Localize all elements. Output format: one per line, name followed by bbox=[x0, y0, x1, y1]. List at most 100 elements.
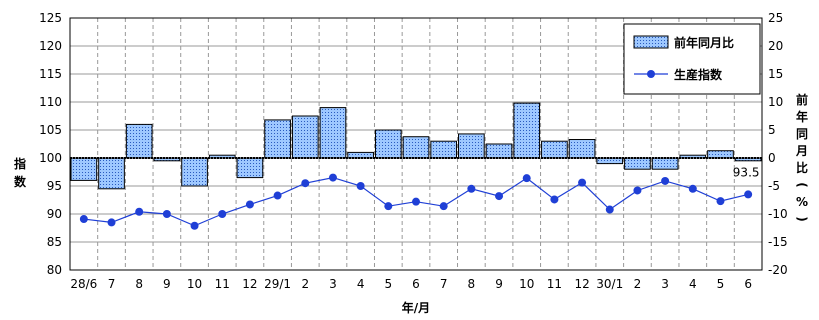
left-tick-label: 120 bbox=[39, 39, 62, 53]
left-tick-label: 95 bbox=[47, 179, 62, 193]
legend-box bbox=[623, 23, 761, 95]
left-tick-label: 90 bbox=[47, 207, 62, 221]
left-tick-label: 85 bbox=[47, 235, 62, 249]
x-tick-label: 11 bbox=[215, 277, 230, 291]
left-axis-title-char: 指 bbox=[14, 156, 26, 171]
line-point bbox=[218, 210, 227, 218]
right-tick-label: -20 bbox=[768, 263, 788, 277]
left-tick-label: 80 bbox=[47, 263, 62, 277]
left-tick-label: 110 bbox=[39, 95, 62, 109]
x-tick-label: 12 bbox=[574, 277, 589, 291]
right-axis-title-char: 月 bbox=[795, 144, 808, 158]
line-point bbox=[605, 205, 614, 214]
bar bbox=[541, 140, 568, 159]
x-tick-label: 9 bbox=[163, 277, 171, 291]
bar bbox=[707, 150, 734, 159]
x-tick-label: 30/1 bbox=[596, 277, 623, 291]
bar bbox=[624, 157, 651, 170]
right-tick-label: 20 bbox=[768, 39, 783, 53]
line-point bbox=[412, 197, 420, 206]
bar bbox=[208, 154, 236, 159]
right-axis-title-char: 前 bbox=[796, 92, 808, 107]
line-point bbox=[384, 202, 393, 211]
bar bbox=[70, 157, 98, 181]
line-point bbox=[522, 174, 531, 183]
left-axis-title-char: 数 bbox=[14, 174, 27, 189]
x-tick-label: 8 bbox=[468, 277, 476, 291]
line-point bbox=[356, 182, 365, 190]
line-point bbox=[162, 210, 171, 218]
left-tick-label: 125 bbox=[39, 11, 62, 25]
right-tick-label: -15 bbox=[768, 235, 788, 249]
line-point bbox=[79, 215, 88, 224]
bar bbox=[291, 115, 319, 159]
line-point bbox=[661, 176, 670, 185]
x-tick-label: 2 bbox=[634, 277, 642, 291]
bar bbox=[264, 119, 291, 159]
bar bbox=[347, 151, 374, 159]
bar bbox=[458, 133, 485, 159]
x-tick-label: 5 bbox=[717, 277, 725, 291]
x-tick-label: 10 bbox=[187, 277, 202, 291]
right-tick-label: -5 bbox=[768, 179, 780, 193]
line-point bbox=[107, 218, 116, 227]
left-tick-label: 115 bbox=[39, 67, 62, 81]
x-tick-label: 28/6 bbox=[70, 277, 97, 291]
line-point bbox=[716, 197, 725, 206]
x-tick-label: 8 bbox=[135, 277, 143, 291]
x-tick-label: 11 bbox=[547, 277, 562, 291]
bar bbox=[485, 143, 513, 159]
right-tick-label: 5 bbox=[768, 123, 776, 137]
line-point bbox=[439, 202, 448, 211]
x-tick-label: 5 bbox=[384, 277, 392, 291]
right-axis-title-char: 比 bbox=[796, 160, 808, 175]
bar bbox=[181, 157, 208, 187]
x-tick-label: 2 bbox=[301, 277, 309, 291]
line-point bbox=[135, 207, 144, 216]
line-point bbox=[633, 186, 642, 195]
legend-line-label: 生産指数 bbox=[674, 67, 723, 82]
line-point bbox=[578, 178, 587, 187]
x-tick-label: 7 bbox=[108, 277, 116, 291]
x-tick-label: 9 bbox=[495, 277, 503, 291]
line-point bbox=[190, 221, 199, 230]
right-axis-title-char: ( bbox=[795, 182, 809, 187]
right-tick-label: 25 bbox=[768, 11, 783, 25]
legend-bar-swatch bbox=[633, 35, 669, 49]
bar bbox=[430, 140, 458, 159]
bar bbox=[98, 157, 125, 190]
left-tick-label: 105 bbox=[39, 123, 62, 137]
x-tick-label: 10 bbox=[519, 277, 534, 291]
right-tick-label: 0 bbox=[768, 151, 776, 165]
bar bbox=[651, 157, 679, 170]
x-tick-label: 7 bbox=[440, 277, 448, 291]
legend-line-marker bbox=[647, 70, 655, 78]
line-point bbox=[550, 195, 559, 204]
bar bbox=[236, 157, 264, 179]
right-tick-label: 15 bbox=[768, 67, 783, 81]
line-point bbox=[467, 184, 476, 193]
line-point bbox=[328, 173, 337, 182]
data-label: 93.5 bbox=[733, 165, 760, 179]
line-point bbox=[301, 179, 310, 188]
right-axis-title-char: 同 bbox=[796, 127, 808, 141]
bar bbox=[125, 123, 153, 159]
x-tick-label: 29/1 bbox=[264, 277, 291, 291]
line-point bbox=[688, 184, 697, 193]
plot-border bbox=[69, 17, 763, 271]
right-axis-title-char: 年 bbox=[796, 109, 808, 124]
x-tick-label: 12 bbox=[242, 277, 257, 291]
x-tick-label: 3 bbox=[329, 277, 337, 291]
x-tick-label: 6 bbox=[412, 277, 420, 291]
line-point bbox=[744, 190, 753, 199]
bar bbox=[374, 129, 402, 159]
bar bbox=[402, 136, 430, 159]
x-tick-label: 6 bbox=[744, 277, 752, 291]
x-tick-label: 4 bbox=[357, 277, 365, 291]
bar bbox=[513, 102, 541, 159]
line-point bbox=[245, 200, 254, 209]
right-axis-title-char: ) bbox=[795, 216, 809, 221]
left-tick-label: 100 bbox=[39, 151, 62, 165]
bar bbox=[568, 139, 596, 159]
